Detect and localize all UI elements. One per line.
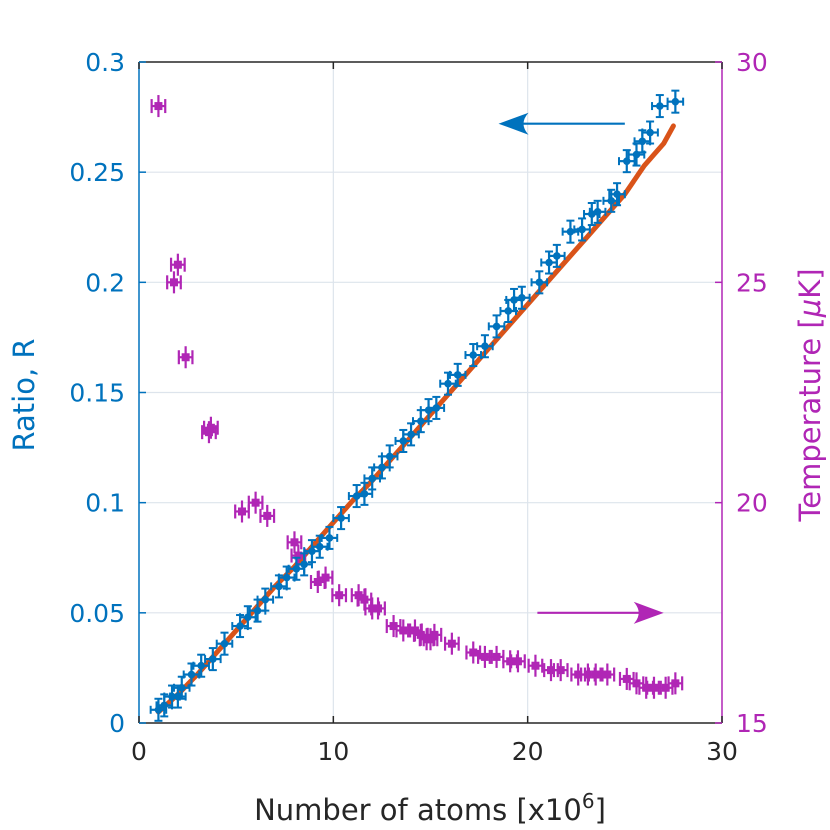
ratio-point	[169, 684, 187, 709]
ratio-point	[295, 552, 313, 577]
ratio-point	[215, 631, 234, 656]
temperature-point	[169, 253, 186, 276]
x-tick-label: 0	[131, 737, 147, 766]
y-left-tick-label: 0.25	[69, 158, 125, 187]
ratio-point	[204, 647, 222, 672]
temperature-point	[259, 504, 276, 527]
ratio-point	[476, 334, 494, 359]
temperature-point	[628, 672, 645, 695]
ratio-point	[666, 89, 685, 114]
ratio-point	[320, 525, 339, 550]
y-right-tick-label: 25	[736, 268, 768, 297]
ratio-point	[239, 605, 257, 630]
temperature-point	[426, 623, 443, 646]
ratio-point	[588, 199, 607, 224]
temperature-point	[150, 95, 167, 118]
ratio-point	[608, 182, 626, 207]
temperature-point	[331, 584, 348, 607]
x-tick-label: 10	[317, 737, 349, 766]
tick-labels: 0 10 20 30 0 0.05 0.1 0.15 0.2 0.25 0.3 15 20 25 30	[69, 48, 767, 766]
temperature-series	[150, 95, 684, 699]
temperature-point	[370, 597, 386, 620]
temperature-point	[599, 663, 616, 686]
temperature-point	[657, 676, 674, 699]
y-right-tick-label: 20	[736, 489, 768, 518]
ratio-point	[573, 217, 591, 242]
ratio-point	[380, 444, 399, 469]
arrow-right	[537, 601, 664, 624]
ratio-point	[548, 243, 566, 268]
arrow-left	[498, 112, 625, 135]
y-right-tick-label: 15	[736, 709, 768, 738]
temperature-point	[203, 416, 219, 439]
y-left-tick-label: 0.2	[85, 268, 125, 297]
ratio-point	[513, 285, 531, 310]
temperature-point	[618, 667, 635, 690]
x-tick-label: 20	[512, 737, 544, 766]
ratio-point	[448, 362, 467, 387]
ratio-point	[332, 506, 350, 531]
y-left-axis-label: Ratio, R	[7, 338, 41, 451]
temperature-point	[385, 615, 402, 638]
temperature-point	[527, 654, 544, 677]
y-right-tick-label: 30	[736, 48, 768, 77]
temperature-point	[317, 566, 334, 589]
temperature-point	[667, 672, 684, 695]
temperature-point	[234, 500, 250, 523]
y-right-axis-label: Temperature [μK]	[793, 268, 827, 522]
temperature-point	[166, 271, 182, 294]
temperature-point	[247, 491, 264, 514]
ratio-point	[505, 287, 523, 312]
y-left-tick-label: 0.05	[69, 599, 125, 628]
temperature-point	[286, 531, 303, 554]
ratio-point	[182, 662, 201, 687]
temperature-point	[177, 346, 194, 369]
temperature-point	[488, 645, 505, 668]
x-axis-label: Number of atoms [x106]	[254, 789, 606, 827]
y-left-tick-label: 0	[109, 709, 125, 738]
temperature-point	[443, 632, 460, 655]
ratio-point	[256, 587, 275, 612]
ratio-point	[561, 219, 580, 244]
ratio-point	[363, 466, 381, 491]
grid-lines	[139, 62, 722, 723]
x-tick-label: 30	[706, 737, 738, 766]
annotation-arrows	[498, 112, 664, 624]
y-left-tick-label: 0.3	[85, 48, 125, 77]
temperature-point	[552, 659, 569, 682]
y-left-tick-label: 0.15	[69, 379, 125, 408]
ratio-point	[487, 314, 506, 339]
ratio-point	[530, 270, 549, 295]
ratio-point	[427, 395, 446, 420]
ratio-point	[618, 149, 636, 174]
ratio-point	[373, 455, 391, 480]
y-left-tick-label: 0.1	[85, 489, 125, 518]
ratio-point	[651, 94, 669, 119]
ratio-point	[192, 653, 210, 678]
ratio-point	[310, 534, 329, 559]
ratio-point	[641, 120, 659, 145]
ratio-point	[355, 481, 374, 506]
ratio-series	[149, 89, 685, 722]
temperature-point	[510, 650, 526, 673]
